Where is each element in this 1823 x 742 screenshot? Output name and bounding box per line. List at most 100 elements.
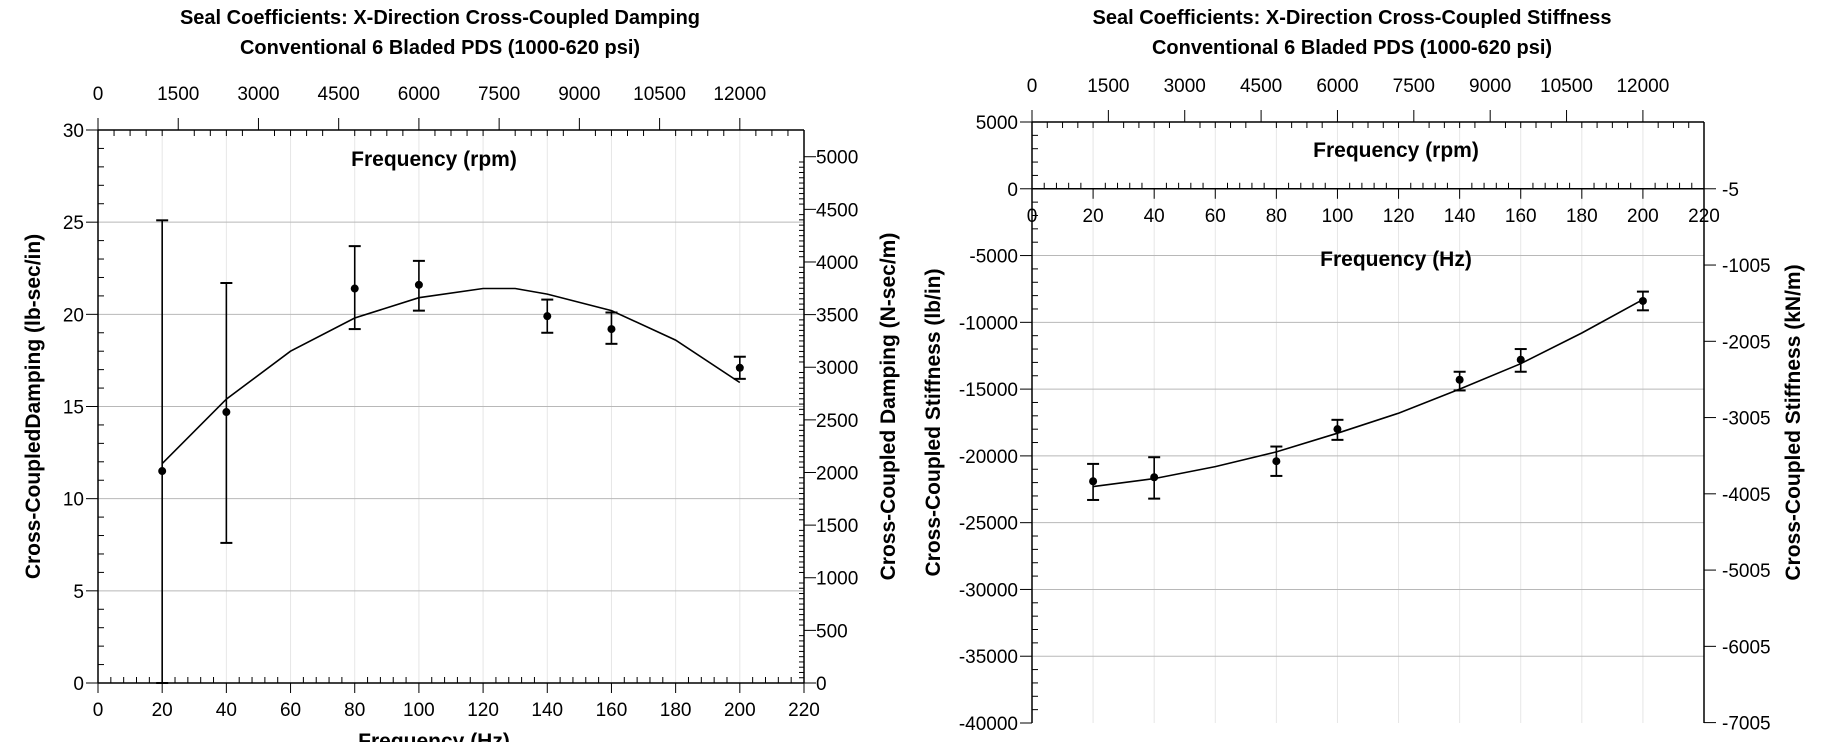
data-point bbox=[350, 284, 359, 293]
data-point bbox=[1333, 425, 1342, 434]
y2-tick-label: -6005 bbox=[1722, 637, 1771, 658]
chart-title: Seal Coefficients: X-Direction Cross-Cou… bbox=[1093, 7, 1612, 29]
y2-tick-label: -5 bbox=[1722, 180, 1739, 201]
y-tick-label: 30 bbox=[63, 121, 84, 142]
y-tick-label: 0 bbox=[1007, 180, 1018, 201]
y2-tick-label: 1500 bbox=[816, 516, 858, 537]
y2-tick-label: -7005 bbox=[1722, 714, 1771, 735]
y2-tick-label: 3000 bbox=[816, 358, 858, 379]
x2-tick-label: 9000 bbox=[1469, 76, 1511, 97]
x-tick-label: 140 bbox=[531, 700, 563, 721]
x2-axis-title: Frequency (rpm) bbox=[351, 148, 517, 171]
y2-tick-label: -5005 bbox=[1722, 561, 1771, 582]
fit-curve bbox=[1092, 298, 1644, 488]
y2-tick-label: 1000 bbox=[816, 569, 858, 590]
y-tick-label: 0 bbox=[73, 674, 84, 695]
x2-tick-label: 6000 bbox=[398, 84, 440, 105]
chart-title: Seal Coefficients: X-Direction Cross-Cou… bbox=[180, 7, 700, 29]
y-tick-label: -15000 bbox=[959, 380, 1018, 401]
data-point bbox=[1089, 477, 1098, 486]
x-tick-label: 80 bbox=[344, 700, 365, 721]
x-tick-label: 140 bbox=[1444, 206, 1476, 227]
y-axis-title: Cross-CoupledDamping (lb-sec/in) bbox=[22, 234, 45, 579]
y2-tick-label: -4005 bbox=[1722, 485, 1771, 506]
y-axis-title: Cross-Coupled Stiffness (lb/in) bbox=[922, 268, 945, 576]
y2-tick-label: 4000 bbox=[816, 253, 858, 274]
chart-subtitle: Conventional 6 Bladed PDS (1000-620 psi) bbox=[1152, 37, 1552, 59]
y2-tick-label: 0 bbox=[816, 674, 827, 695]
y2-tick-label: 4500 bbox=[816, 200, 858, 221]
x-tick-label: 200 bbox=[724, 700, 756, 721]
y-tick-label: -35000 bbox=[959, 647, 1018, 668]
y2-tick-label: -2005 bbox=[1722, 332, 1771, 353]
y-tick-label: 5000 bbox=[976, 113, 1018, 134]
y2-axis-title: Cross-Coupled Stiffness (kN/m) bbox=[1782, 264, 1805, 580]
y-tick-label: -25000 bbox=[959, 514, 1018, 535]
x2-tick-label: 3000 bbox=[237, 84, 279, 105]
x2-tick-label: 3000 bbox=[1164, 76, 1206, 97]
x2-tick-label: 10500 bbox=[633, 84, 686, 105]
x-tick-label: 0 bbox=[93, 700, 104, 721]
data-point bbox=[1516, 355, 1525, 364]
x-tick-label: 200 bbox=[1627, 206, 1659, 227]
x2-tick-label: 10500 bbox=[1540, 76, 1593, 97]
y2-tick-label: -3005 bbox=[1722, 409, 1771, 430]
x-tick-label: 60 bbox=[280, 700, 301, 721]
y-tick-label: -10000 bbox=[959, 313, 1018, 334]
x-tick-label: 40 bbox=[1144, 206, 1165, 227]
x-axis-title: Frequency (Hz) bbox=[1320, 248, 1472, 271]
x-tick-label: 180 bbox=[660, 700, 692, 721]
x-tick-label: 100 bbox=[403, 700, 435, 721]
x2-tick-label: 1500 bbox=[157, 84, 199, 105]
y-tick-label: 25 bbox=[63, 213, 84, 234]
x2-tick-label: 12000 bbox=[1616, 76, 1669, 97]
y-tick-label: -5000 bbox=[969, 247, 1018, 268]
x2-tick-label: 7500 bbox=[1393, 76, 1435, 97]
fit-curve bbox=[161, 287, 741, 465]
x-tick-label: 80 bbox=[1266, 206, 1287, 227]
data-point bbox=[1455, 375, 1464, 384]
x-tick-label: 220 bbox=[1688, 206, 1720, 227]
x2-tick-label: 6000 bbox=[1316, 76, 1358, 97]
x-tick-label: 160 bbox=[1505, 206, 1537, 227]
x-axis-title: Frequency (Hz) bbox=[358, 730, 510, 742]
x-tick-label: 40 bbox=[216, 700, 237, 721]
x-tick-label: 100 bbox=[1322, 206, 1354, 227]
y2-tick-label: 5000 bbox=[816, 148, 858, 169]
y-tick-label: -40000 bbox=[959, 714, 1018, 735]
y2-tick-label: 2000 bbox=[816, 463, 858, 484]
y-tick-label: 5 bbox=[73, 582, 84, 603]
y-tick-label: -20000 bbox=[959, 447, 1018, 468]
y2-tick-label: -1005 bbox=[1722, 256, 1771, 277]
x-tick-label: 20 bbox=[152, 700, 173, 721]
x-tick-label: 120 bbox=[1383, 206, 1415, 227]
y2-tick-label: 3500 bbox=[816, 306, 858, 327]
data-point bbox=[543, 312, 552, 321]
x2-tick-label: 7500 bbox=[478, 84, 520, 105]
data-point bbox=[1638, 296, 1647, 305]
data-point bbox=[414, 280, 423, 289]
x-tick-label: 160 bbox=[596, 700, 628, 721]
x2-tick-label: 4500 bbox=[1240, 76, 1282, 97]
y-tick-label: 15 bbox=[63, 398, 84, 419]
x-tick-label: 20 bbox=[1083, 206, 1104, 227]
data-point bbox=[607, 325, 616, 334]
x2-tick-label: 0 bbox=[1027, 76, 1038, 97]
x-tick-label: 0 bbox=[1027, 206, 1038, 227]
data-point bbox=[1272, 457, 1281, 466]
x2-tick-label: 9000 bbox=[558, 84, 600, 105]
data-point bbox=[1150, 473, 1159, 482]
y2-tick-label: 2500 bbox=[816, 411, 858, 432]
x2-tick-label: 4500 bbox=[318, 84, 360, 105]
x-tick-label: 180 bbox=[1566, 206, 1598, 227]
y-tick-label: 10 bbox=[63, 490, 84, 511]
y-tick-label: 20 bbox=[63, 305, 84, 326]
x2-tick-label: 1500 bbox=[1087, 76, 1129, 97]
data-point bbox=[222, 408, 231, 417]
x2-axis-title: Frequency (rpm) bbox=[1313, 139, 1479, 162]
y-tick-label: -30000 bbox=[959, 580, 1018, 601]
y2-axis-title: Cross-Coupled Damping (N-sec/m) bbox=[877, 233, 900, 581]
x2-tick-label: 12000 bbox=[713, 84, 766, 105]
y2-tick-label: 500 bbox=[816, 621, 848, 642]
